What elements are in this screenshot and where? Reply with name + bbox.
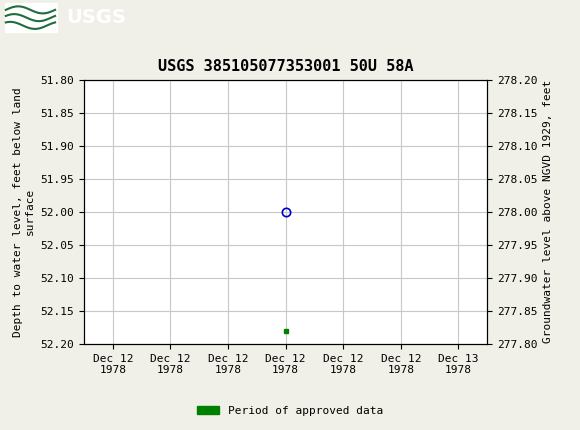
Legend: Period of approved data: Period of approved data (193, 401, 387, 420)
Text: USGS: USGS (67, 8, 126, 27)
Title: USGS 385105077353001 50U 58A: USGS 385105077353001 50U 58A (158, 59, 414, 74)
Y-axis label: Depth to water level, feet below land
surface: Depth to water level, feet below land su… (13, 87, 35, 337)
FancyBboxPatch shape (5, 3, 57, 32)
Y-axis label: Groundwater level above NGVD 1929, feet: Groundwater level above NGVD 1929, feet (543, 80, 553, 344)
